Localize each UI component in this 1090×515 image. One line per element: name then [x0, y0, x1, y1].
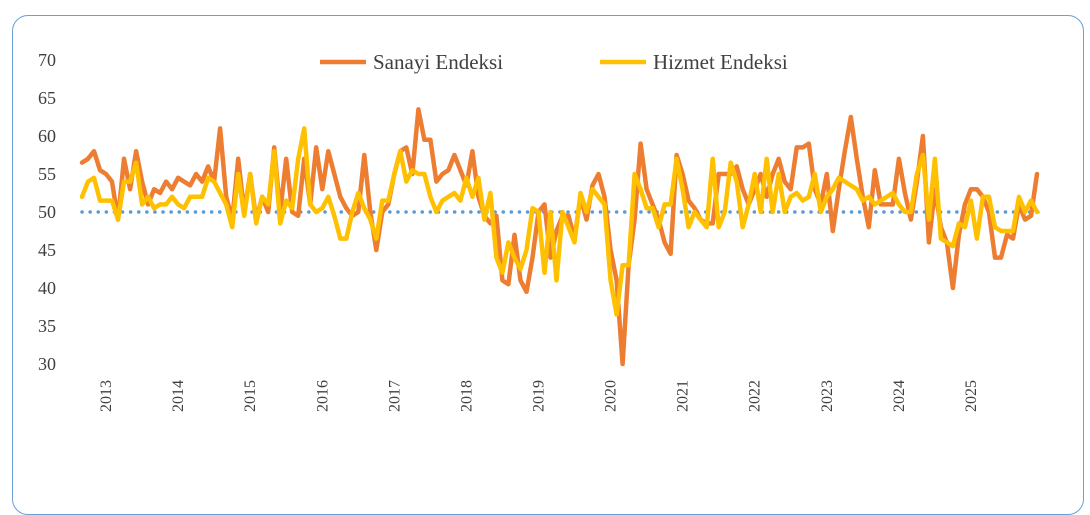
y-tick-label: 55	[38, 164, 56, 184]
legend-label-hizmet: Hizmet Endeksi	[653, 50, 788, 74]
x-tick-label: 2014	[170, 380, 187, 412]
x-tick-label: 2019	[530, 380, 547, 412]
y-tick-label: 40	[38, 278, 56, 298]
x-tick-label: 2017	[386, 380, 403, 412]
x-tick-label: 2024	[891, 380, 908, 412]
x-tick-label: 2025	[963, 380, 980, 412]
y-tick-label: 30	[38, 354, 56, 374]
x-tick-label: 2023	[819, 380, 836, 412]
legend: Sanayi Endeksi Hizmet Endeksi	[320, 50, 788, 74]
y-tick-label: 45	[38, 240, 56, 260]
series-line-hizmet	[79, 126, 1040, 317]
x-tick-label: 2020	[603, 380, 620, 412]
legend-label-sanayi: Sanayi Endeksi	[373, 50, 503, 74]
x-tick-label: 2013	[98, 380, 115, 412]
y-tick-label: 65	[38, 88, 56, 108]
y-tick-label: 35	[38, 316, 56, 336]
x-tick-label: 2016	[314, 380, 331, 412]
series-lines	[79, 107, 1040, 367]
x-tick-label: 2022	[747, 380, 764, 412]
y-tick-label: 60	[38, 126, 56, 146]
y-tick-label: 50	[38, 202, 56, 222]
x-tick-label: 2015	[242, 380, 259, 412]
x-axis: 2013 2014 2015 2016 2017 2018 2019 2020 2021 2022…	[98, 380, 980, 412]
x-tick-label: 2021	[675, 380, 692, 412]
y-axis: 70 65 60 55 50 45 40 35 30	[38, 50, 56, 374]
x-tick-label: 2018	[458, 380, 475, 412]
y-tick-label: 70	[38, 50, 56, 70]
